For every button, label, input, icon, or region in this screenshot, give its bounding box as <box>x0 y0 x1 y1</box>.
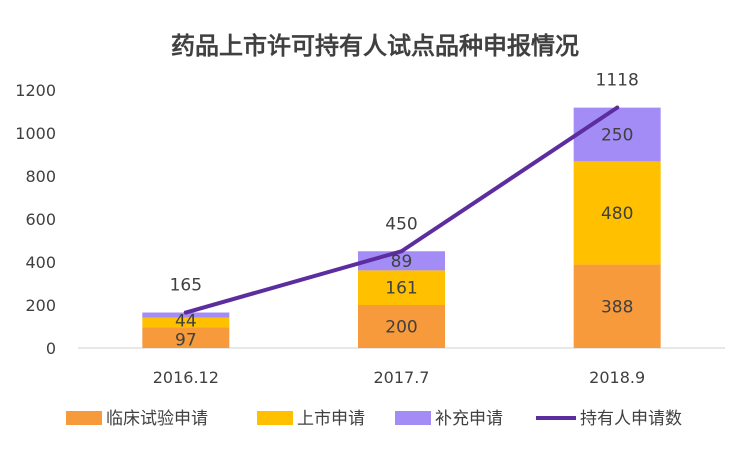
y-tick-label: 400 <box>25 253 56 272</box>
bar-segment <box>142 327 230 348</box>
y-tick-label: 800 <box>25 167 56 186</box>
y-tick-label: 0 <box>46 339 56 358</box>
legend-label: 上市申请 <box>297 409 365 429</box>
legend-label: 持有人申请数 <box>580 409 682 429</box>
bar-data-label: 89 <box>391 252 413 272</box>
x-tick-label: 2016.12 <box>153 368 219 387</box>
bar-segment <box>358 305 445 348</box>
y-axis: 0 200 400 600 800 1000 1200 <box>15 81 56 358</box>
y-tick-label: 1000 <box>15 124 56 143</box>
y-tick-label: 600 <box>25 210 56 229</box>
bar-segment <box>573 107 661 162</box>
bar-data-label: 480 <box>601 204 633 224</box>
legend: 临床试验申请 上市申请 补充申请 持有人申请数 <box>66 409 682 429</box>
line-data-label: 1118 <box>596 71 639 91</box>
bar-segment <box>142 317 230 328</box>
line-data-label: 165 <box>170 276 202 296</box>
line-point <box>399 249 404 254</box>
bar-data-label: 200 <box>385 318 417 338</box>
line-data-label: 450 <box>385 214 417 234</box>
bar-segment <box>573 161 661 265</box>
bars-group <box>142 107 661 348</box>
bar-segment <box>573 264 661 348</box>
bar-data-label: 250 <box>601 126 633 146</box>
line-series-group <box>183 105 620 315</box>
bar-data-label: 44 <box>175 311 197 331</box>
legend-swatch <box>257 411 293 425</box>
legend-swatch <box>66 411 102 425</box>
legend-swatch <box>395 411 431 425</box>
bar-segment <box>358 270 445 305</box>
bar-data-label: 388 <box>601 297 633 317</box>
legend-label: 补充申请 <box>435 409 503 429</box>
bar-segment <box>142 312 230 318</box>
x-tick-label: 2018.9 <box>589 368 645 387</box>
line-point <box>183 310 188 315</box>
y-tick-label: 1200 <box>15 81 56 100</box>
x-tick-label: 2017.7 <box>374 368 430 387</box>
bar-data-label: 97 <box>175 331 197 351</box>
y-tick-label: 200 <box>25 296 56 315</box>
legend-label: 临床试验申请 <box>106 409 208 429</box>
x-axis: 2016.12 2017.7 2018.9 <box>78 347 725 387</box>
line-point <box>615 105 620 110</box>
bar-data-label: 161 <box>385 279 417 299</box>
chart-title: 药品上市许可持有人试点品种申报情况 <box>171 32 579 60</box>
